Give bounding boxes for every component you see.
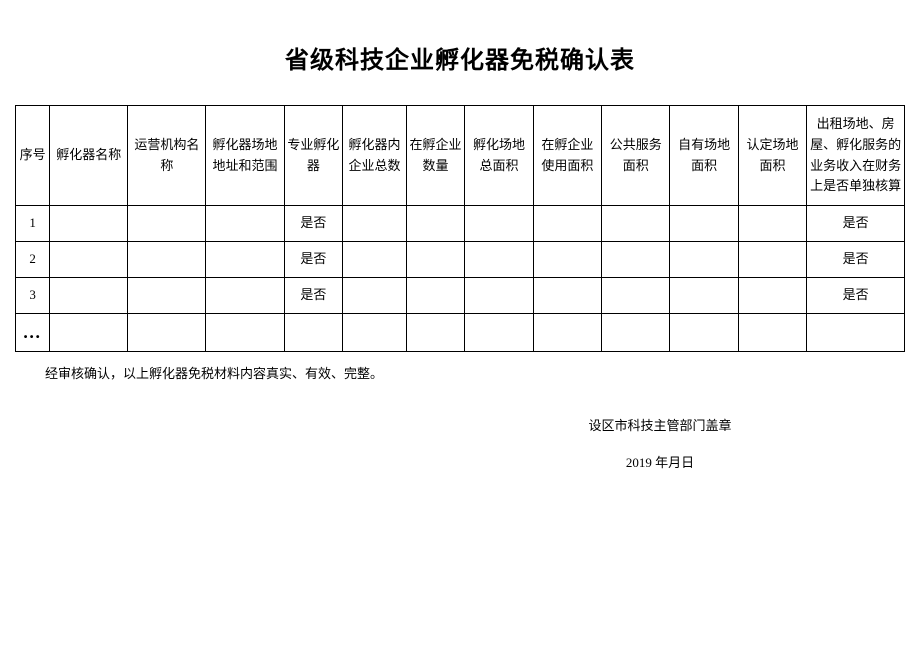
cell-empty — [50, 278, 128, 314]
cell-empty — [50, 314, 128, 352]
header-total-area: 孵化场地总面积 — [465, 106, 533, 206]
cell-empty — [807, 314, 905, 352]
header-enterprise-total: 孵化器内企业总数 — [343, 106, 407, 206]
cell-empty — [50, 242, 128, 278]
header-seq: 序号 — [16, 106, 50, 206]
cell-empty — [406, 314, 465, 352]
page-title: 省级科技企业孵化器免税确认表 — [15, 40, 905, 75]
header-confirmed-area: 认定场地面积 — [738, 106, 806, 206]
cell-empty — [465, 242, 533, 278]
header-public-area: 公共服务面积 — [602, 106, 670, 206]
cell-empty — [602, 242, 670, 278]
cell-accounting: 是否 — [807, 206, 905, 242]
cell-seq: 2 — [16, 242, 50, 278]
cell-empty — [128, 278, 206, 314]
cell-empty — [738, 278, 806, 314]
header-incubating-count: 在孵企业数量 — [406, 106, 465, 206]
header-row: 序号 孵化器名称 运营机构名称 孵化器场地地址和范围 专业孵化器 孵化器内企业总… — [16, 106, 905, 206]
date-text: 2019 年月日 — [15, 452, 905, 471]
cell-empty — [206, 314, 284, 352]
cell-empty — [206, 206, 284, 242]
cell-accounting: 是否 — [807, 242, 905, 278]
cell-empty — [602, 314, 670, 352]
header-use-area: 在孵企业使用面积 — [533, 106, 601, 206]
cell-seq: 1 — [16, 206, 50, 242]
cell-seq: 3 — [16, 278, 50, 314]
cell-professional: 是否 — [284, 278, 343, 314]
cell-professional: 是否 — [284, 206, 343, 242]
header-operator: 运营机构名称 — [128, 106, 206, 206]
cell-empty — [738, 242, 806, 278]
cell-empty — [406, 242, 465, 278]
cell-empty — [343, 314, 407, 352]
cell-empty — [128, 206, 206, 242]
cell-empty — [465, 206, 533, 242]
header-professional: 专业孵化器 — [284, 106, 343, 206]
cell-empty — [670, 206, 738, 242]
cell-empty — [533, 278, 601, 314]
cell-empty — [670, 242, 738, 278]
cell-accounting: 是否 — [807, 278, 905, 314]
cell-empty — [128, 314, 206, 352]
cell-empty — [406, 206, 465, 242]
confirmation-table: 序号 孵化器名称 运营机构名称 孵化器场地地址和范围 专业孵化器 孵化器内企业总… — [15, 105, 905, 352]
cell-empty — [343, 242, 407, 278]
cell-empty — [738, 206, 806, 242]
cell-empty — [533, 242, 601, 278]
header-own-area: 自有场地面积 — [670, 106, 738, 206]
cell-empty — [406, 278, 465, 314]
cell-empty — [533, 206, 601, 242]
cell-empty — [206, 278, 284, 314]
table-row: 1 是否 是否 — [16, 206, 905, 242]
cell-empty — [206, 242, 284, 278]
header-incubator-name: 孵化器名称 — [50, 106, 128, 206]
cell-empty — [602, 206, 670, 242]
cell-empty — [670, 314, 738, 352]
cell-empty — [738, 314, 806, 352]
confirmation-note: 经审核确认，以上孵化器免税材料内容真实、有效、完整。 — [15, 362, 905, 385]
stamp-text: 设区市科技主管部门盖章 — [15, 415, 905, 434]
cell-empty — [602, 278, 670, 314]
cell-empty — [465, 314, 533, 352]
cell-empty — [284, 314, 343, 352]
cell-empty — [50, 206, 128, 242]
cell-professional: 是否 — [284, 242, 343, 278]
cell-empty — [533, 314, 601, 352]
cell-empty — [670, 278, 738, 314]
cell-empty — [128, 242, 206, 278]
table-row: 3 是否 是否 — [16, 278, 905, 314]
cell-empty — [343, 278, 407, 314]
cell-ellipsis: … — [16, 314, 50, 352]
header-accounting: 出租场地、房屋、孵化服务的业务收入在财务上是否单独核算 — [807, 106, 905, 206]
table-row: 2 是否 是否 — [16, 242, 905, 278]
cell-empty — [343, 206, 407, 242]
header-address: 孵化器场地地址和范围 — [206, 106, 284, 206]
cell-empty — [465, 278, 533, 314]
table-row: … — [16, 314, 905, 352]
